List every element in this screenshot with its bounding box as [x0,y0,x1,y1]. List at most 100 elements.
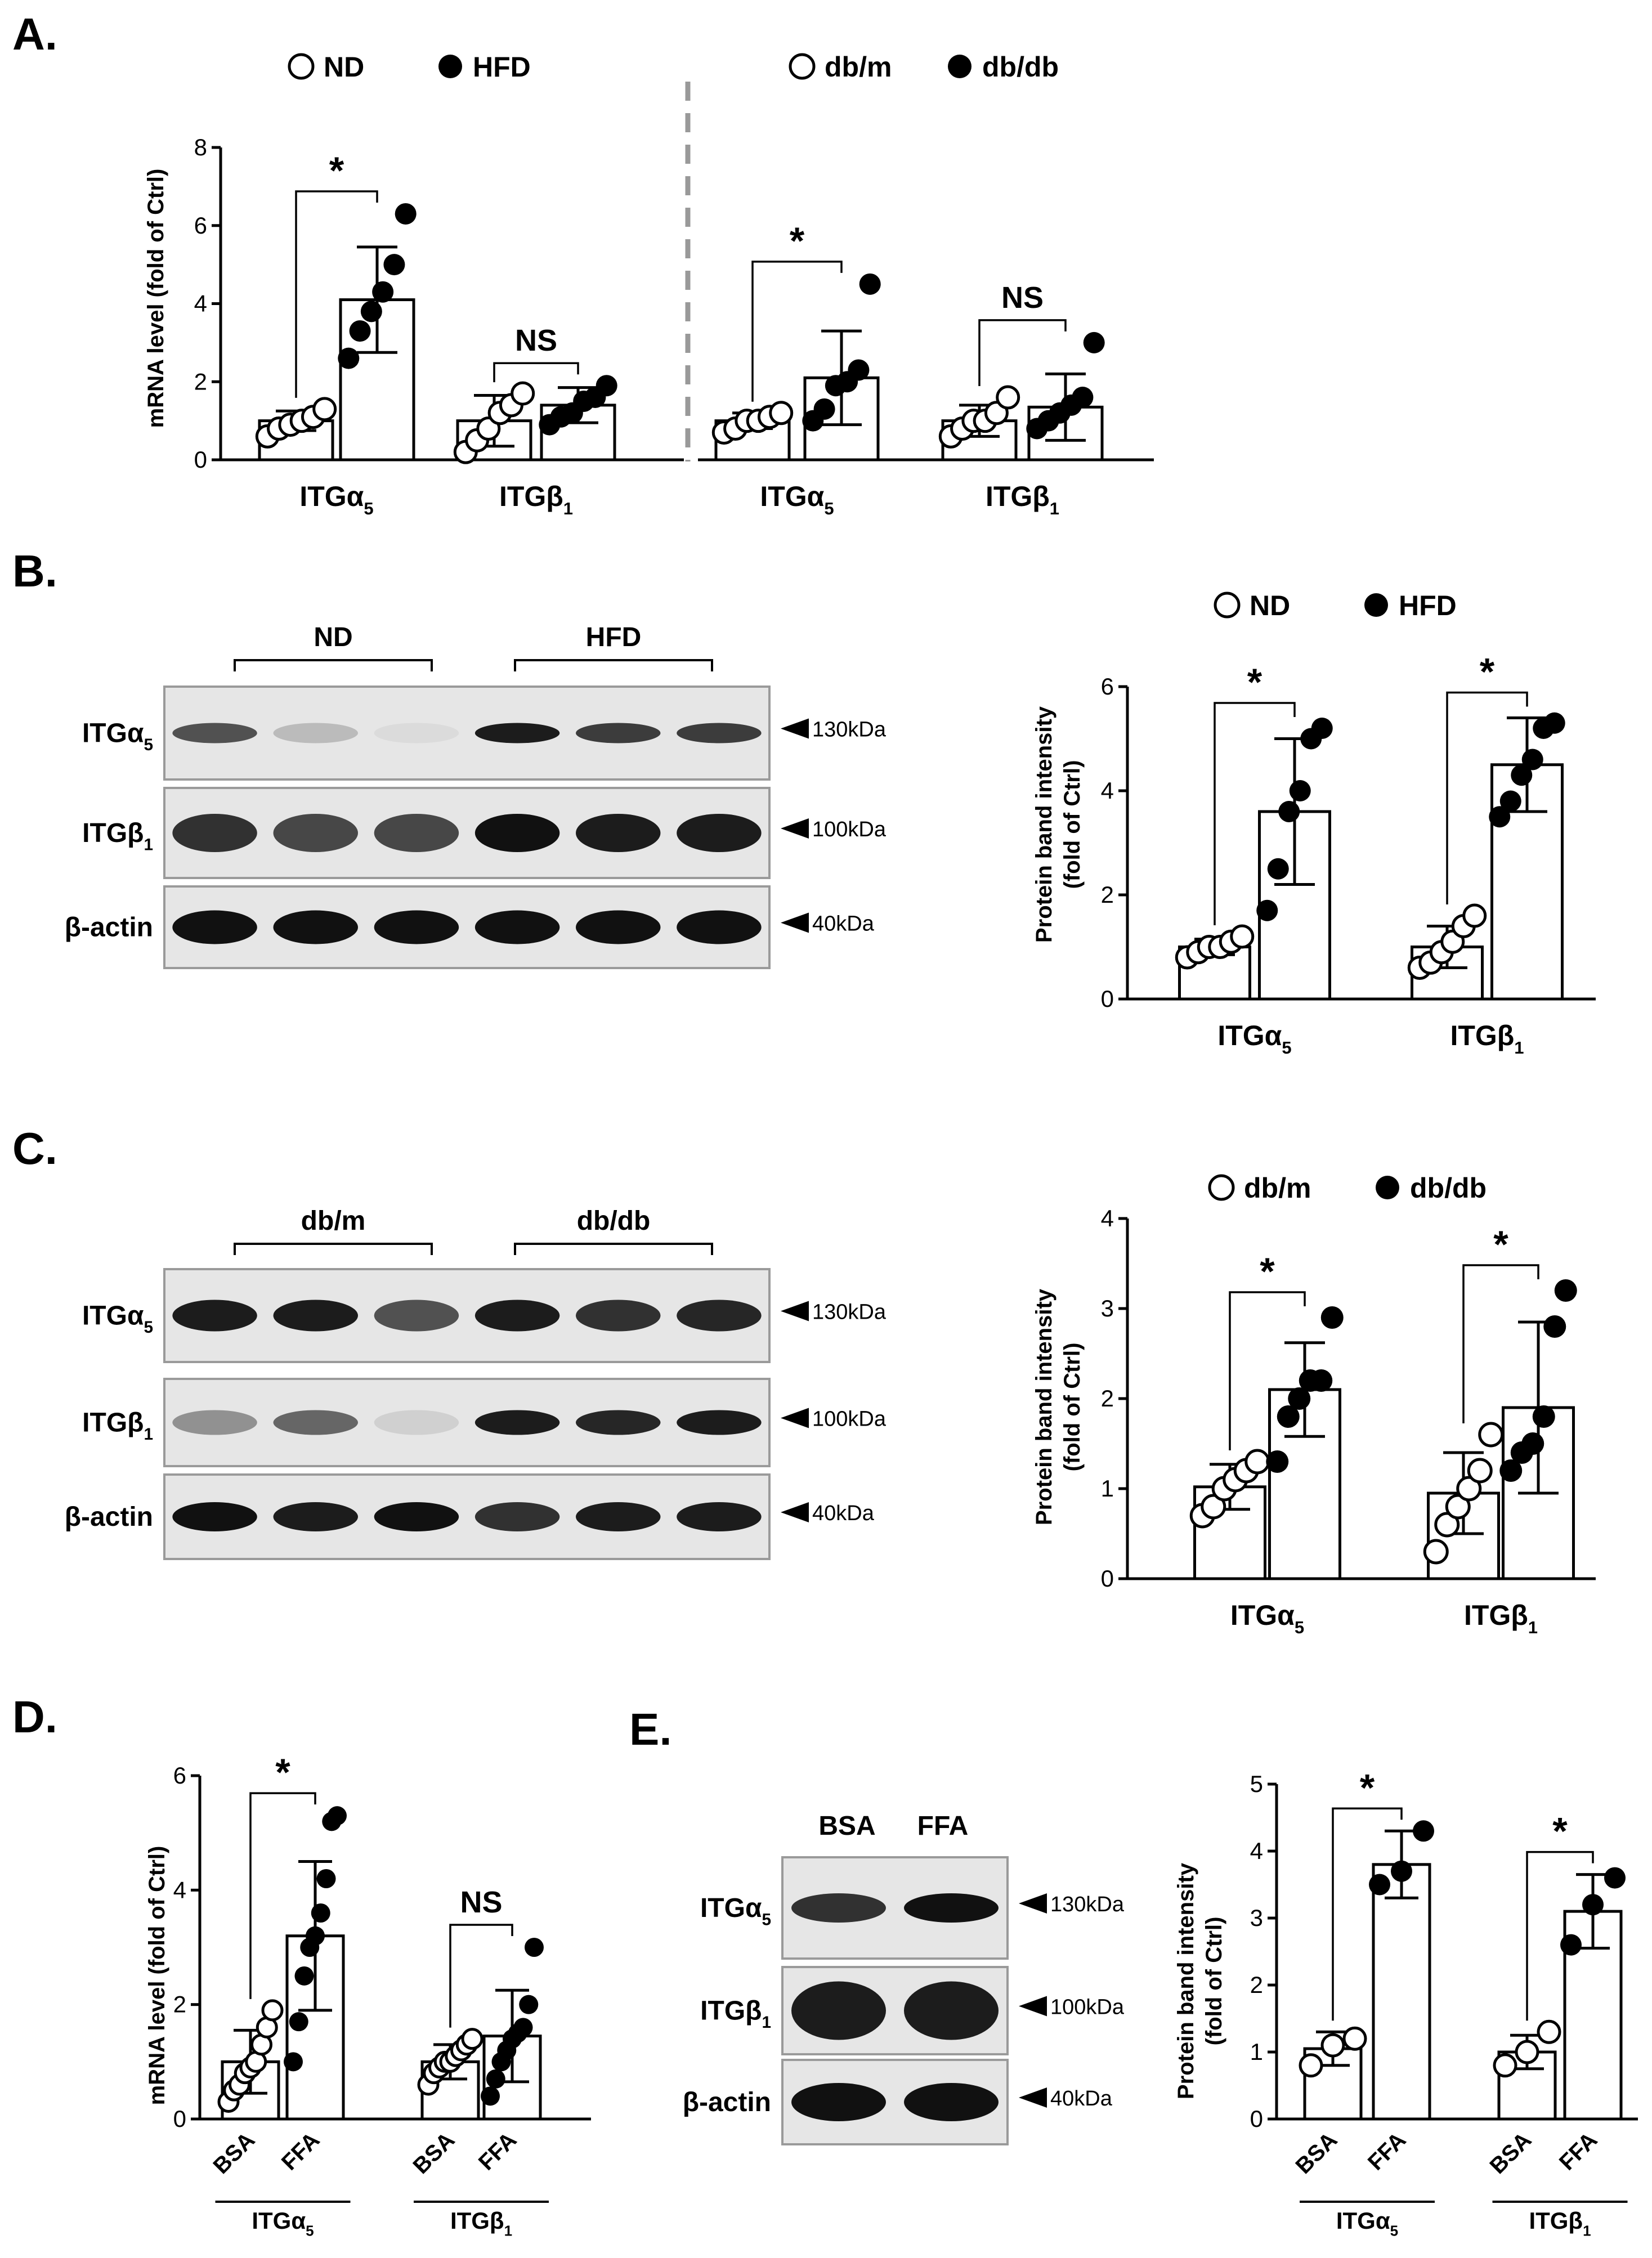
legend-open-marker [789,53,816,80]
blot-band [273,1410,358,1435]
panel-label-a: A. [12,9,57,59]
blot-row-label: β-actin [65,1502,153,1532]
blot-band [576,723,661,743]
blot-band [904,2083,999,2121]
data-point-filled [294,1966,314,1986]
significance-bracket [295,190,378,398]
blot-band [474,1502,560,1531]
data-point-filled [1413,1820,1434,1842]
significance-label: * [329,149,344,192]
blot-band [576,1410,661,1435]
y-tick-label: 4 [194,290,207,317]
blot-strip [163,1473,771,1560]
data-point-filled [1320,1306,1344,1329]
data-point-filled [1083,331,1105,353]
blot-group-bracket [514,659,713,671]
legend-a-left: ND HFD [288,51,531,83]
blot-row-label: β-actin [683,2087,771,2117]
group-2: NS ITGβ1 [453,324,617,518]
data-point-filled [328,1806,347,1826]
data-point-open [1320,2033,1345,2058]
kda-label: 100kDa [812,1408,887,1431]
arrow-icon [781,1502,809,1522]
arrow-icon [781,912,809,933]
legend-filled-label: HFD [1399,590,1457,621]
legend-a-right: db/m db/db [789,51,1059,83]
data-point-open [1456,1476,1482,1502]
x-group-label: ITGα5 [252,2207,314,2239]
data-point-filled [1543,712,1565,734]
blot-band [374,1502,459,1531]
significance-label: * [1360,1766,1375,1809]
kda-label: 40kDa [812,1502,875,1525]
data-point-filled [519,1995,539,2014]
y-tick-label: 6 [194,212,207,239]
group-2: * ITGβ1 [1407,651,1565,1058]
y-tick-label: 1 [1101,1475,1114,1502]
data-point-filled [1521,749,1543,770]
y-tick-label: 0 [1101,985,1114,1012]
panel-label-d: D. [12,1692,57,1742]
blot-row-label: β-actin [65,913,153,943]
x-group-label: ITGβ1 [986,481,1059,518]
blot-band [374,1300,459,1332]
significance-bracket [1462,1264,1539,1423]
arrow-icon [781,818,809,839]
data-point-filled [525,1938,544,1957]
arrow-icon [1019,2087,1047,2108]
data-point-filled [1489,806,1511,828]
data-point-open [1423,1539,1449,1565]
significance-label: NS [460,1885,502,1919]
blot-strip [163,1378,771,1467]
group-1: * ITGα5 [1175,661,1333,1058]
arrow-icon [781,718,809,739]
y-tick-label: 2 [1101,1385,1114,1412]
x-category-label: FFA [277,2127,325,2175]
blot-band [677,1502,762,1531]
group-1: * ITGα5 [255,149,417,518]
blot-band [791,1893,886,1923]
blot-band [791,1981,886,2040]
kda-label: 100kDa [812,818,887,841]
blot-row-label: ITGβ1 [700,1996,771,2032]
legend-b: ND HFD [1214,590,1457,621]
text-layer: A. B. C. D. E. ND HFD db/m db/db ND HFD db/m db/db mR… [12,9,1487,2105]
x-category-label: BSA [209,2127,260,2179]
data-point-open [1515,2040,1539,2064]
significance-bracket [1446,691,1528,904]
charts-layer: 0 2 4 6 8 * ITGα5 NS ITGβ1 * ITGα5 NS ITGβ1 0 2 4 6 * ITGα… [173,82,1638,2239]
blot-band [172,814,257,852]
legend-open-label: db/m [825,51,892,83]
blot-group-bracket [514,1243,713,1255]
significance-bracket [249,1792,316,1999]
blot-band [474,814,560,852]
blot-group-label: ND [314,622,352,652]
x-category-label: FFA [474,2127,522,2175]
data-point-filled [1278,801,1300,822]
y-tick-label: 4 [1250,1838,1263,1864]
blot-band [474,1410,560,1435]
bar [1372,1863,1431,2121]
data-point-open [1462,903,1487,928]
kda-label: 130kDa [812,1301,887,1324]
legend-open-marker [1208,1174,1235,1201]
blot-group-label: db/db [577,1206,651,1236]
blot-band [576,910,661,944]
data-point-filled [513,2018,533,2037]
data-point-filled [848,359,870,381]
x-group-label: ITGα5 [1217,1020,1291,1058]
y-axis-title-e-line2: (fold of Ctrl) [1202,1917,1226,2046]
data-point-filled [1310,1369,1333,1392]
x-category-label: BSA [1485,2127,1537,2179]
blot-strip [163,686,771,781]
group-2: BSA FFA * ITGβ1 [1485,1810,1628,2239]
data-point-open [769,401,794,425]
kda-label: 40kDa [1050,2087,1113,2111]
data-point-filled [349,320,371,342]
data-point-open [1201,1494,1226,1520]
x-group-label: ITGβ1 [1450,1020,1524,1058]
data-point-open [996,385,1020,410]
y-tick-label: 6 [1101,673,1114,700]
blot-band [273,723,358,743]
